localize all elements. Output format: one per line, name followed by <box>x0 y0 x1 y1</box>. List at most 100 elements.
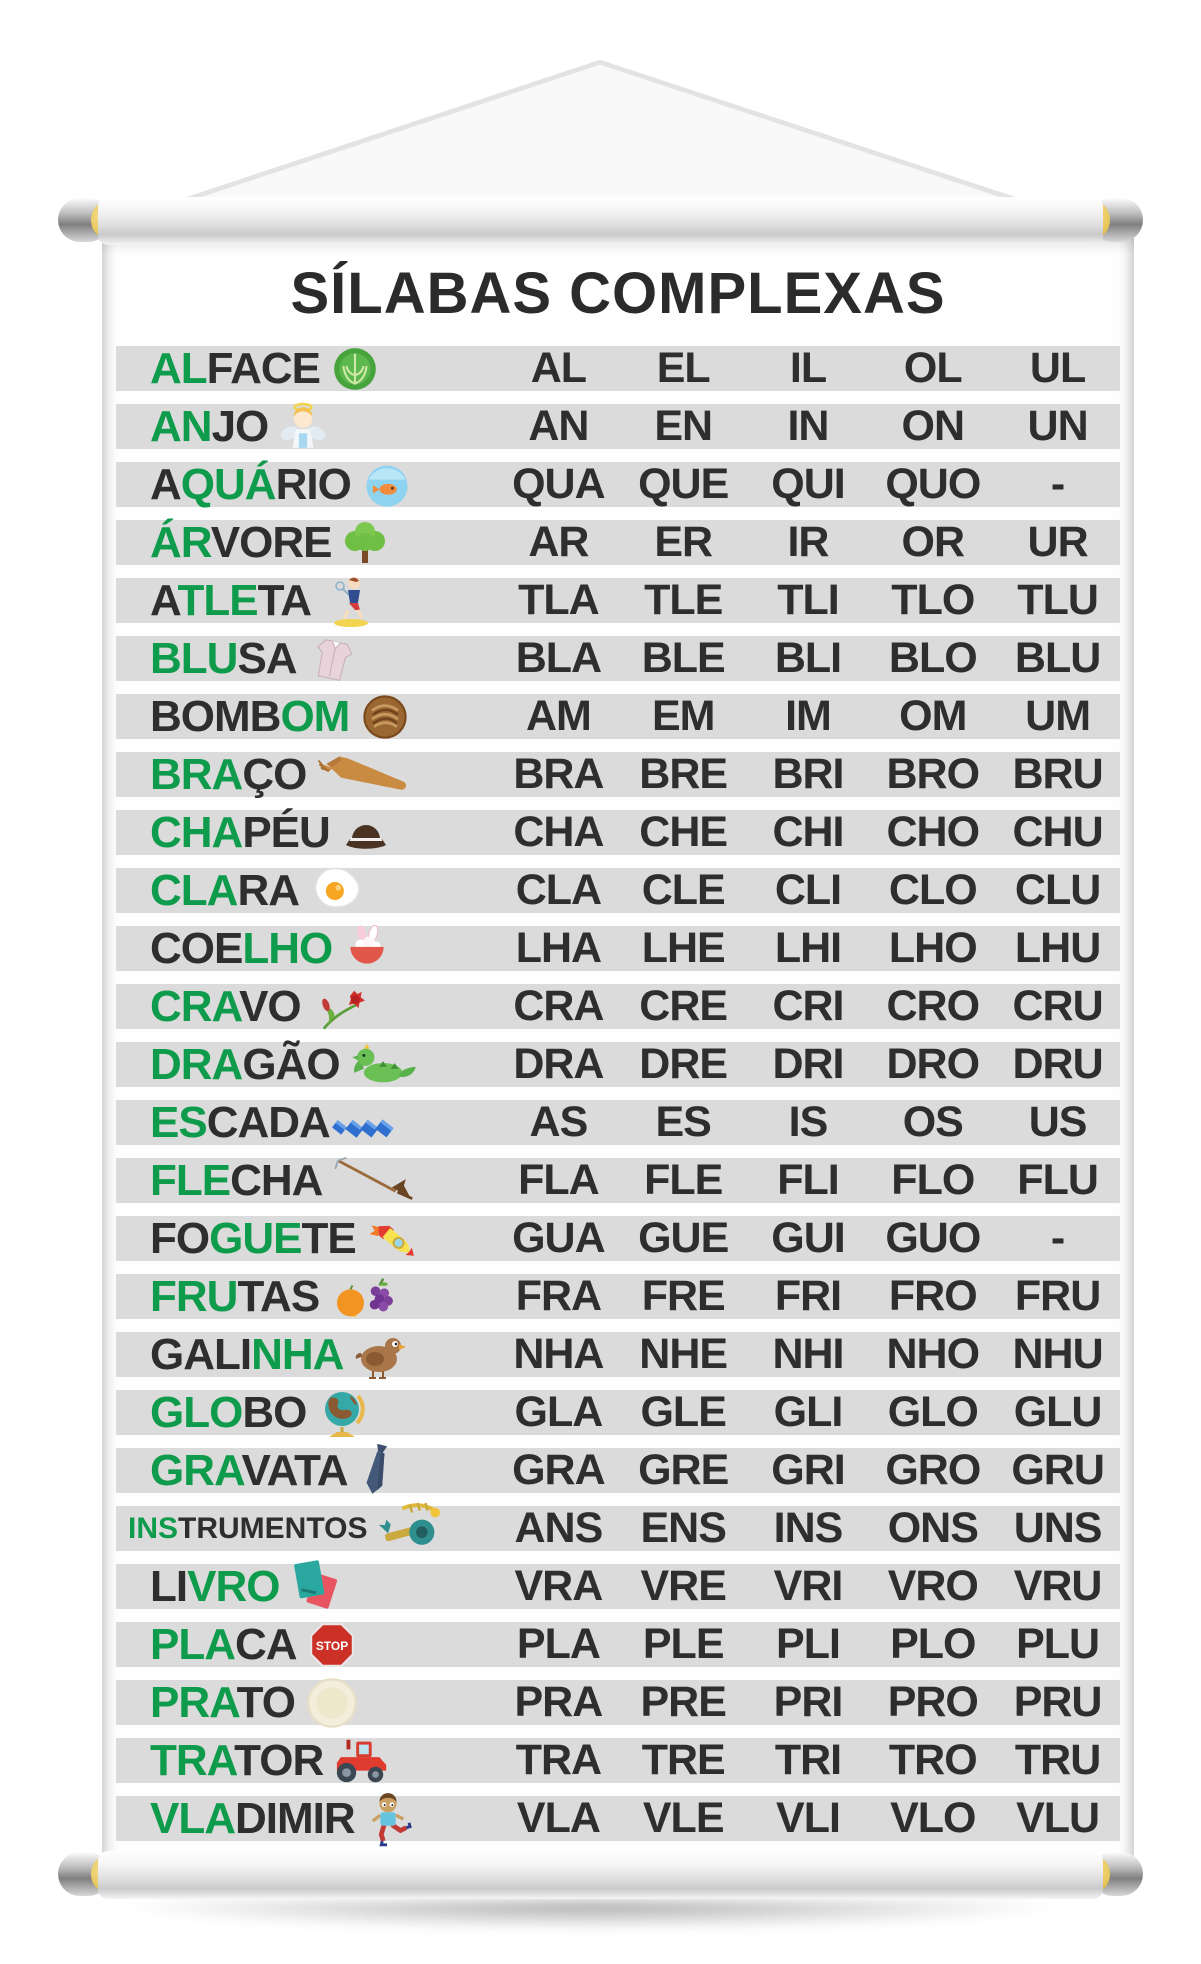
word-text: CHA <box>230 1155 323 1205</box>
syllable-cell: BRA <box>513 750 604 798</box>
word-cell: CRAVO <box>116 984 496 1030</box>
word: FOGUETE <box>150 1213 357 1263</box>
word-syllable-highlight: GUE <box>209 1213 302 1263</box>
syllable-cell: GLO <box>887 1388 979 1436</box>
table-row: VLADIMIR VLA VLE VLI VLO VLU <box>116 1792 1120 1846</box>
word-syllable-highlight: CLA <box>150 865 238 915</box>
syllable-cell: FLU <box>1017 1156 1099 1204</box>
syllable-cell: US <box>1028 1098 1088 1146</box>
word: CRAVO <box>150 984 302 1029</box>
word-text: TOR <box>234 1735 324 1785</box>
table-row: AQUÁRIO QUA QUE QUI QUO - <box>116 462 1120 507</box>
word: GALINHA <box>150 1329 344 1379</box>
syllable-cell: BLO <box>888 634 978 682</box>
syllable-cell: DRI <box>772 1040 844 1088</box>
syllable-cell: CRE <box>639 982 728 1030</box>
syllable-cell: TLO <box>891 576 975 624</box>
syllable-cell: CLU <box>1014 866 1101 914</box>
syllable-cell: GLE <box>640 1388 726 1436</box>
syllable-cell: PLU <box>1016 1620 1100 1668</box>
syllable-cell: GUO <box>885 1214 981 1262</box>
word-text: VATA <box>241 1445 349 1495</box>
word: BOMBOM <box>150 694 350 739</box>
tractor-icon <box>333 1735 391 1787</box>
svg-text:STOP: STOP <box>315 1639 347 1653</box>
syllable-cell: IL <box>789 344 827 392</box>
syllable-cell: BRE <box>639 750 728 798</box>
word-text: LI <box>150 1561 188 1611</box>
table-row: TRATOR TRA TRE TRI TRO TRU <box>116 1738 1120 1783</box>
syllable-cell: TLA <box>518 576 600 624</box>
syllable-cell: TLE <box>644 576 723 624</box>
syllable-cell: OM <box>899 692 967 740</box>
syllable-cell: CHE <box>639 808 728 856</box>
fruits-icon <box>329 1270 399 1324</box>
syllable-cell: CLA <box>515 866 602 914</box>
syllable-cell: NHU <box>1012 1330 1104 1378</box>
syllable-cell: IS <box>788 1098 829 1146</box>
syllable-cell: VRE <box>640 1562 726 1610</box>
syllable-cell: CLI <box>774 866 842 914</box>
banner-canvas: SÍLABAS COMPLEXAS ALFACE AL EL IL OL UL … <box>102 238 1134 1876</box>
syllable-cell: FRE <box>641 1272 726 1320</box>
word-cell: AQUÁRIO <box>116 462 496 507</box>
syllable-cell: OR <box>901 518 965 566</box>
table-row: BOMBOM AM EM IM OM UM <box>116 694 1120 739</box>
word-syllable-highlight: BRA <box>150 749 243 799</box>
syllable-cell: VLO <box>890 1794 976 1842</box>
table-row: BLUSA BLA BLE BLI BLO BLU <box>116 636 1120 681</box>
word-text: ÇO <box>242 749 307 799</box>
word-text: TE <box>301 1213 356 1263</box>
word-syllable-highlight: CHA <box>150 807 243 857</box>
word-syllable-highlight: GLO <box>150 1387 243 1437</box>
table-row: FOGUETE GUA GUE GUI GUO - <box>116 1216 1120 1261</box>
syllable-cell: VRI <box>773 1562 844 1610</box>
syllable-cell: LHU <box>1014 924 1101 972</box>
syllable-cell: PRU <box>1013 1678 1103 1726</box>
word-cell: FRUTAS <box>116 1274 496 1319</box>
table-row: ÁRVORE AR ER IR OR UR <box>116 520 1120 565</box>
table-row: DRAGÃO DRA DRE DRI DRO DRU <box>116 1042 1120 1087</box>
word: TRATOR <box>150 1735 324 1785</box>
word: ESCADA <box>150 1100 331 1145</box>
athlete-icon <box>321 572 377 630</box>
syllable-cell: TRI <box>774 1736 842 1784</box>
word: PRATO <box>150 1680 296 1725</box>
word-syllable-highlight: FLE <box>150 1155 231 1205</box>
syllable-cell: FRI <box>774 1272 842 1320</box>
word-syllable-highlight: FRU <box>150 1271 238 1321</box>
rod-body <box>98 1851 1103 1899</box>
syllable-cell: DRE <box>639 1040 728 1088</box>
syllable-cell: CHU <box>1012 808 1104 856</box>
syllable-cell: GRO <box>885 1446 981 1494</box>
syllable-cell: BLU <box>1014 634 1101 682</box>
table-row: GRAVATA GRA GRE GRI GRO GRU <box>116 1443 1120 1495</box>
syllable-cell: ONS <box>887 1504 979 1552</box>
table-row: ATLETA TLA TLE TLI TLO TLU <box>116 576 1120 627</box>
syllable-cell: NHA <box>513 1330 604 1378</box>
syllable-cell: AS <box>529 1098 589 1146</box>
word-text: FO <box>150 1213 210 1263</box>
syllable-cell: - <box>1050 460 1065 508</box>
word-syllable-highlight: LHO <box>242 923 333 973</box>
word-cell: PRATO <box>116 1677 496 1728</box>
top-rod <box>58 196 1143 246</box>
syllable-cell: VLE <box>642 1794 725 1842</box>
syllable-cell: FRO <box>888 1272 978 1320</box>
word-syllable-highlight: PLA <box>150 1619 236 1669</box>
word-cell: BLUSA <box>116 636 496 681</box>
syllable-cell: VRO <box>887 1562 979 1610</box>
table-row: FRUTAS FRA FRE FRI FRO FRU <box>116 1274 1120 1319</box>
word-text: TRUMENTOS <box>178 1511 368 1545</box>
word-syllable-highlight: NHA <box>251 1329 344 1379</box>
syllable-cell: CLE <box>641 866 726 914</box>
syllable-cell: ON <box>901 402 965 450</box>
table-row: PLACA STOP PLA PLE PLI PLO PLU <box>116 1622 1120 1667</box>
table-row: CRAVO CRA CRE CRI CRO CRU <box>116 982 1120 1030</box>
word: CLARA <box>150 865 300 915</box>
syllable-cell: BLA <box>515 634 602 682</box>
book-icon <box>289 1558 343 1616</box>
syllable-cell: UN <box>1027 402 1089 450</box>
table-row: FLECHA FLA FLE FLI FLO FLU <box>116 1155 1120 1205</box>
